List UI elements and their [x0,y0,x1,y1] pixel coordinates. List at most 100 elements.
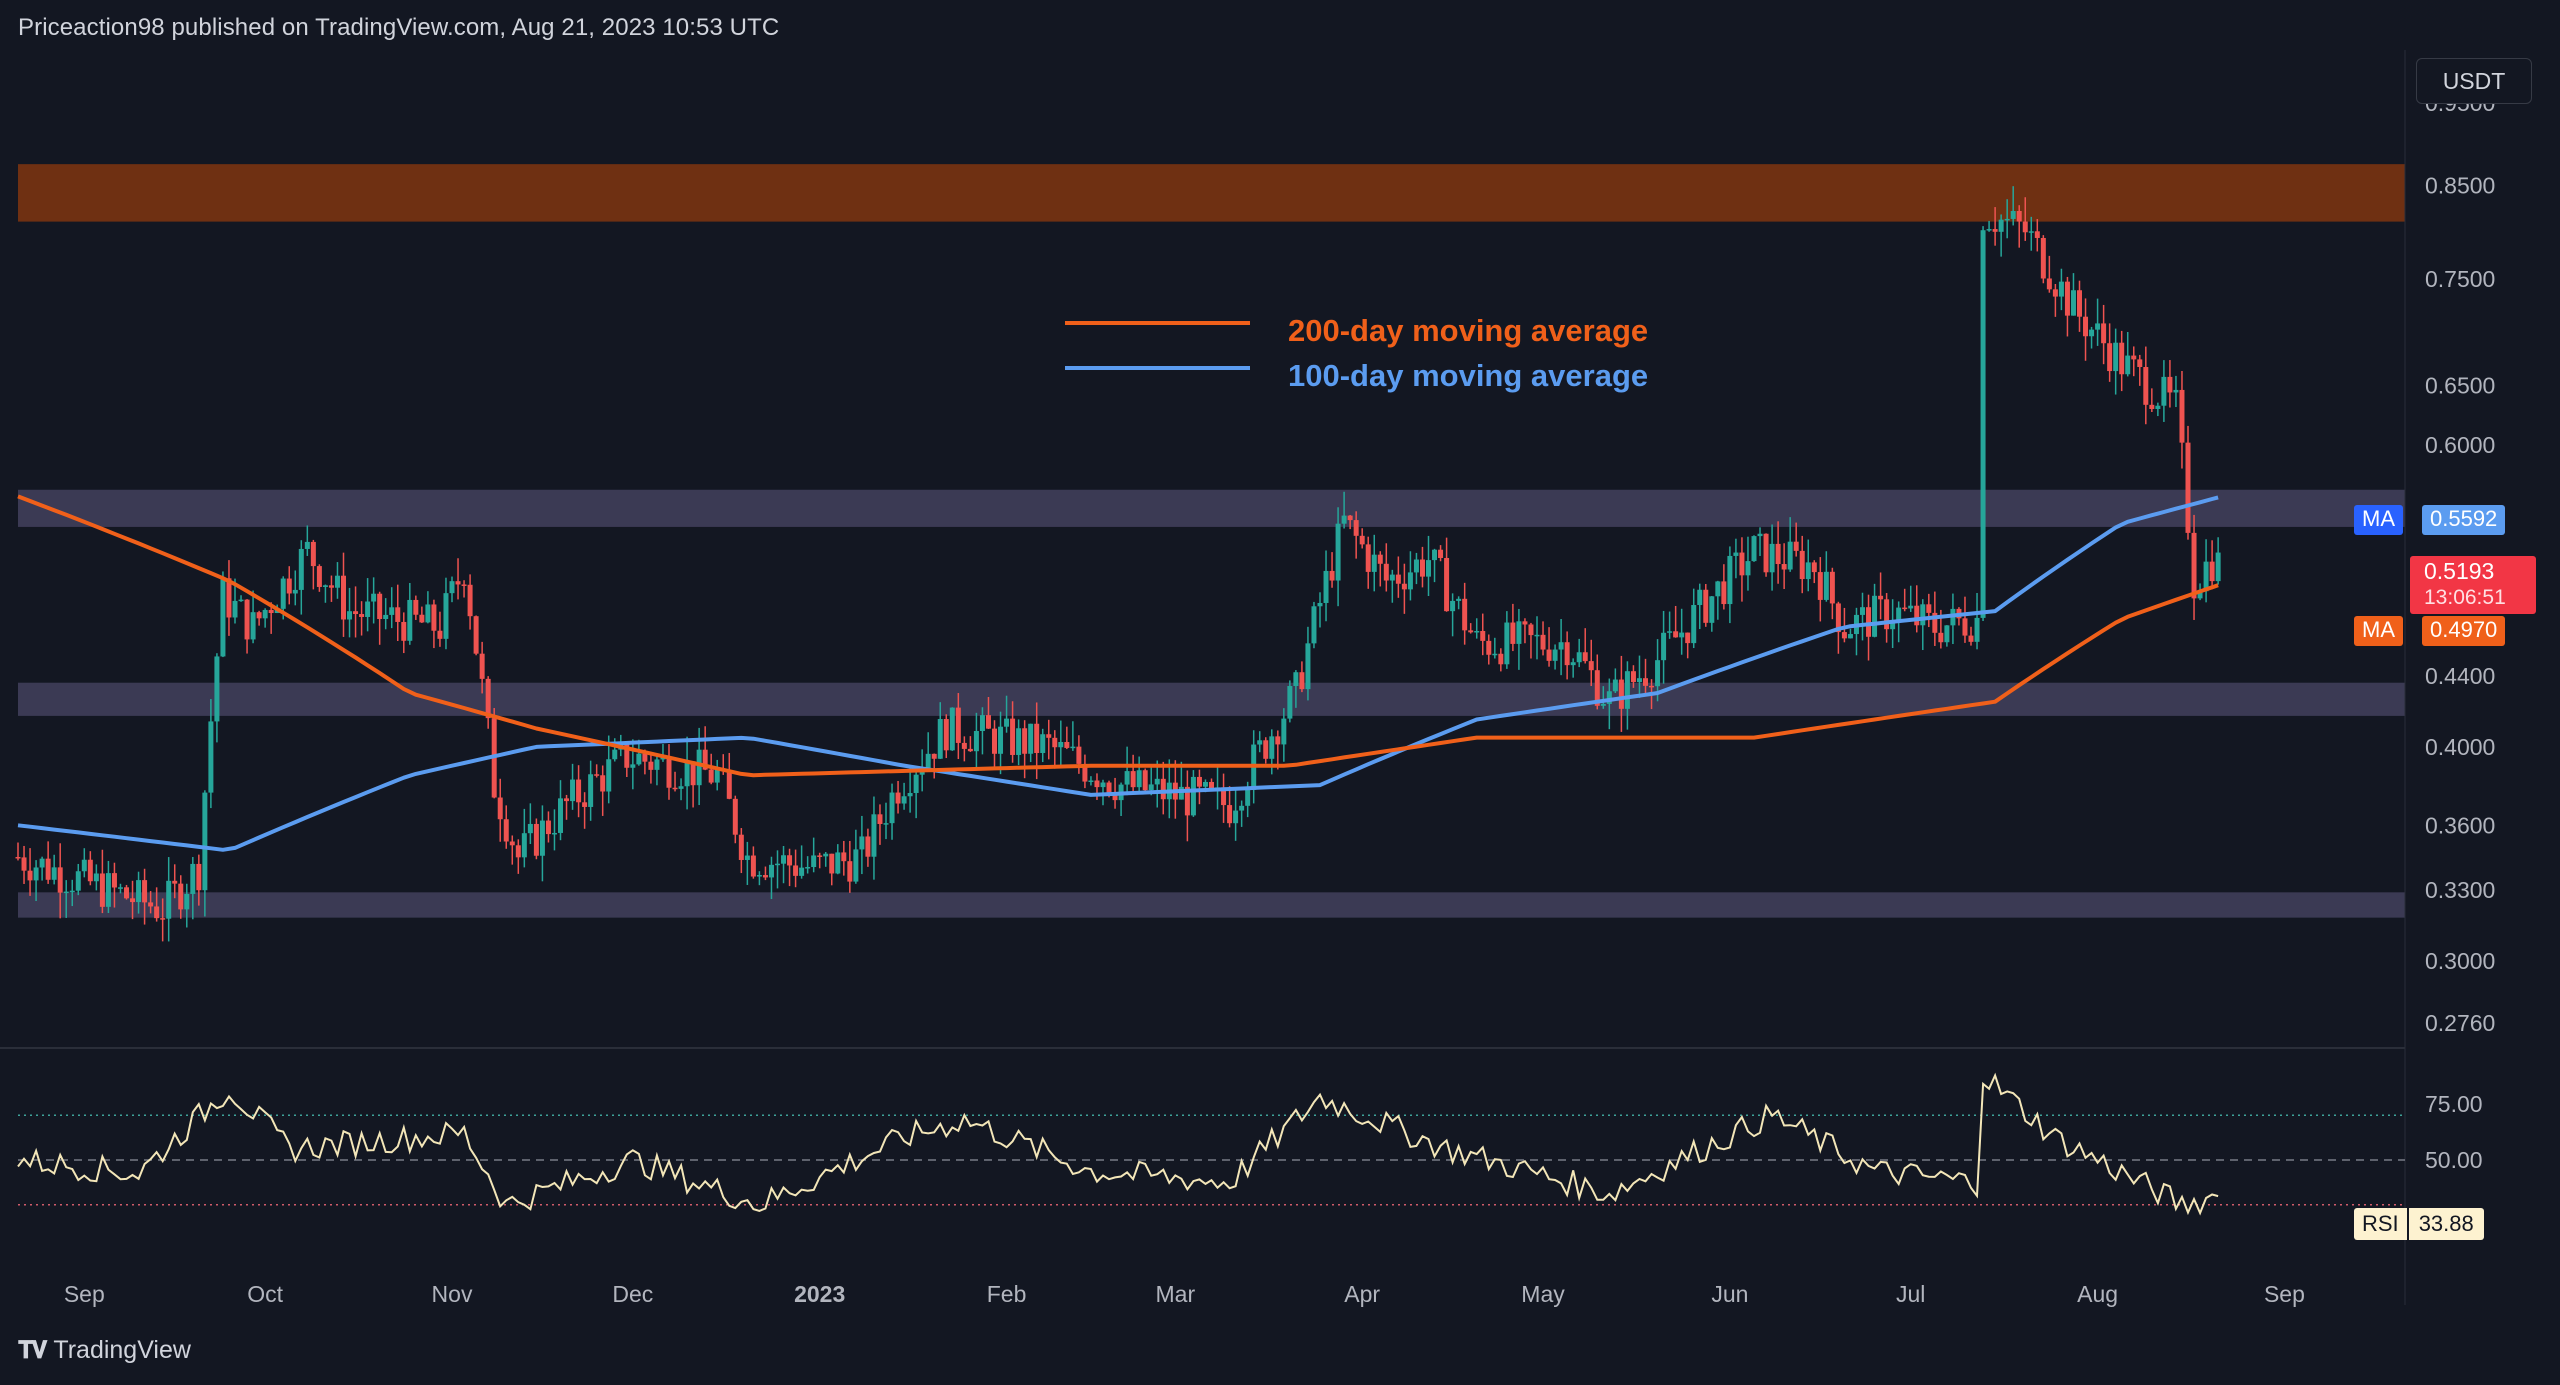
candle-body [1456,598,1462,601]
candle-body [1618,679,1624,709]
candle-body [1426,560,1431,577]
candle-body [2113,342,2119,372]
candle-body [214,656,220,722]
candle-body [1275,736,1281,745]
candle-body [1377,554,1383,564]
candle-body [793,865,799,876]
candle-body [1100,782,1106,788]
candle-body [1715,581,1721,597]
candle-body [2167,376,2173,393]
candle-body [1341,515,1347,524]
candle-body [431,604,437,631]
candle-body [1227,805,1233,824]
candle-body [1745,561,1751,576]
candle-body [570,779,576,802]
zone-range [18,489,2405,527]
candle-body [979,715,985,732]
candle-body [1968,635,1974,642]
candle-body [738,834,744,860]
candle-body [1594,670,1600,706]
candle-body [2191,532,2197,599]
candle-body [817,855,823,857]
candle-body [1890,621,1896,630]
candle-body [1221,787,1227,806]
candle-body [286,578,292,594]
candle-body [1974,617,1980,642]
candle-body [196,863,202,891]
candle-body [401,621,407,641]
candle-body [811,855,817,868]
candle-body [678,786,684,789]
candle-body [1389,574,1395,581]
candle-body [2209,561,2215,582]
candle-body [473,616,479,654]
candle-body [889,792,895,824]
candle-body [1962,618,1968,636]
candle-body [485,678,491,719]
candle-body [829,853,835,874]
candle-body [558,798,563,833]
rsi-tag: RSI 33.88 [2354,1208,2484,1240]
grid [0,50,2406,1305]
candle-body [51,867,57,880]
candle-body [105,873,111,907]
candle-body [1124,771,1130,785]
candle-body [2137,359,2143,368]
candle-body [1353,520,1359,536]
candle-body [853,849,859,882]
candle-body [1281,718,1287,745]
candle-body [1721,581,1727,605]
candle-body [1401,583,1407,590]
price-tick-label: 0.6000 [2425,432,2495,458]
zone-resistance [18,164,2405,222]
candle-body [57,867,63,893]
candle-body [521,833,527,858]
candle-body [124,887,129,899]
candle-body [1269,736,1275,759]
candle-body [21,857,27,871]
candle-body [1407,572,1413,590]
candle-body [973,731,979,752]
candle-body [654,759,660,770]
candle-body [437,630,443,639]
time-tick-label: Apr [1344,1281,1380,1307]
candle-body [15,856,21,859]
candle-body [1022,728,1028,754]
candle-body [823,853,829,857]
candle-body [1727,555,1733,605]
candle-body [1860,607,1865,615]
tradingview-logo[interactable]: 𝐓𝐕 TradingView [18,1336,191,1365]
candle-body [136,880,142,903]
candle-body [781,855,787,864]
candle-body [365,601,371,617]
candle-body [1624,671,1630,709]
candle-body [1082,763,1088,782]
legend-ma200-label: 200-day moving average [1288,313,1648,348]
candle-body [1564,642,1570,666]
price-tick-label: 0.4000 [2425,734,2495,760]
candle-body [1438,549,1444,558]
candle-body [1829,571,1835,604]
rsi-pane [17,1072,2405,1216]
candle-body [955,707,961,743]
candle-body [2052,289,2058,297]
candle-body [877,814,883,824]
candle-body [1835,603,1841,633]
candle-body [1112,793,1118,801]
candle-body [636,753,642,765]
candle-body [1245,789,1251,806]
ma200-value-tag: 0.4970 [2422,616,2506,646]
candle-body [449,581,455,594]
currency-unit-button[interactable]: USDT [2416,58,2532,104]
candle-body [63,891,69,894]
candle-body [1540,634,1546,650]
rsi-value: 33.88 [2406,1208,2484,1240]
candle-body [407,599,413,641]
candle-body [268,609,274,614]
candle-body [1202,781,1208,787]
candle-body [1130,771,1136,788]
candle-body [1643,678,1648,686]
candle-body [732,798,738,835]
candle-body [1028,723,1034,754]
